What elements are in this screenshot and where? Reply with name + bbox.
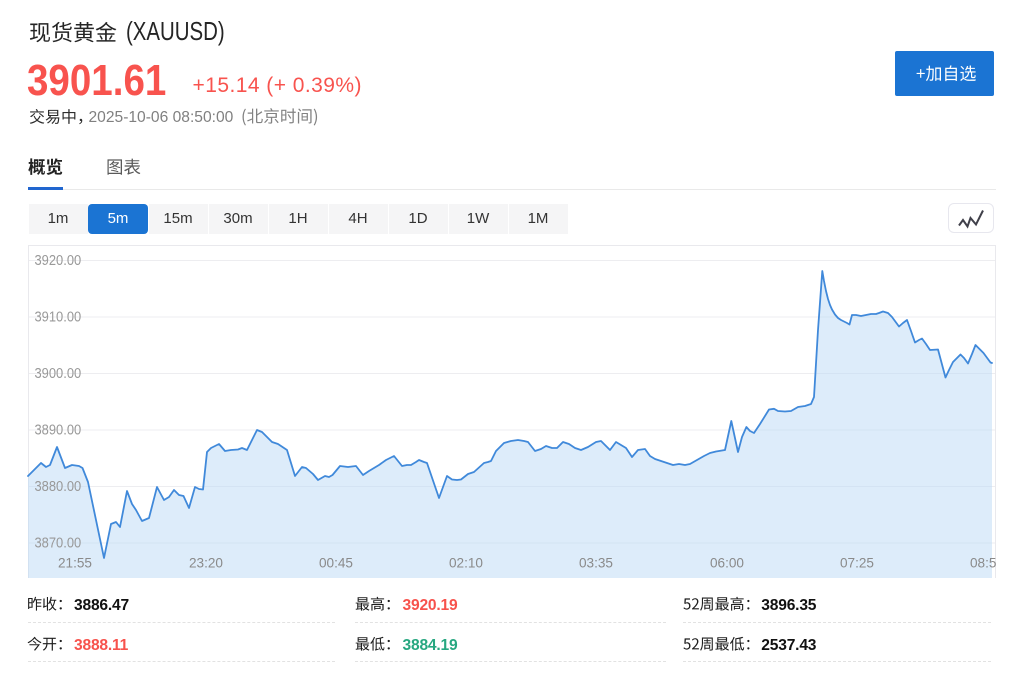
svg-text:21:55: 21:55 [58, 554, 92, 570]
svg-text:03:35: 03:35 [579, 554, 613, 570]
svg-text:07:25: 07:25 [840, 554, 874, 570]
svg-text:23:20: 23:20 [189, 554, 223, 570]
svg-text:00:45: 00:45 [319, 554, 353, 570]
svg-text:08:50: 08:50 [970, 554, 1004, 570]
svg-text:3880.00: 3880.00 [35, 479, 82, 495]
svg-text:3920.00: 3920.00 [35, 253, 82, 269]
svg-text:3870.00: 3870.00 [35, 535, 82, 551]
svg-text:06:00: 06:00 [710, 554, 744, 570]
svg-text:02:10: 02:10 [449, 554, 483, 570]
svg-text:3900.00: 3900.00 [35, 366, 82, 382]
svg-text:3910.00: 3910.00 [35, 309, 82, 325]
svg-text:3890.00: 3890.00 [35, 422, 82, 438]
